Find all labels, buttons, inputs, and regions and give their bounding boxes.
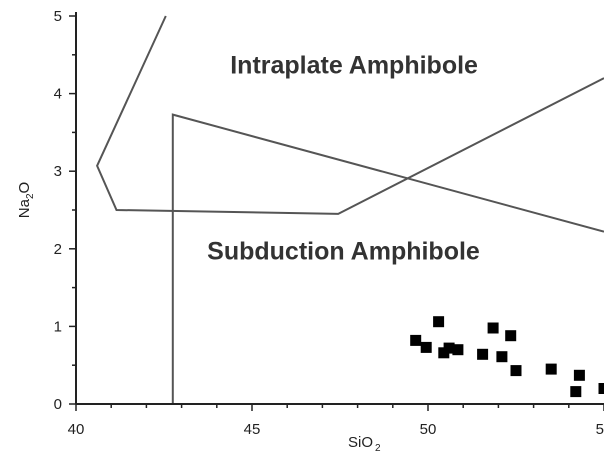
y-tick-label: 2 <box>54 241 62 258</box>
x-axis-label: SiO 2 <box>348 434 381 454</box>
data-point <box>452 344 464 356</box>
data-point <box>505 330 517 342</box>
y-tick-label: 0 <box>54 396 62 413</box>
data-point <box>573 369 585 381</box>
data-point <box>487 322 499 334</box>
y-axis-label: Na2O <box>16 182 36 218</box>
data-point <box>496 351 508 363</box>
y-tick-label: 4 <box>54 86 62 103</box>
data-point <box>443 342 455 354</box>
x-tick-label: 50 <box>420 421 437 438</box>
data-point <box>570 386 582 398</box>
x-tick-label: 55 <box>596 421 604 438</box>
x-tick-label: 40 <box>68 421 85 438</box>
data-point <box>477 348 489 360</box>
data-point <box>410 334 422 346</box>
data-point <box>598 383 604 394</box>
field-labels: Intraplate Amphibole Subduction Amphibole <box>207 51 480 265</box>
field-label-2: Subduction Amphibole <box>207 238 480 266</box>
field-boundaries <box>96 15 604 404</box>
data-point <box>545 363 557 375</box>
axes: 01234540455055SiO2Na2O <box>16 8 604 454</box>
data-point <box>420 341 432 353</box>
y-tick-label: 5 <box>54 8 62 25</box>
data-point <box>510 365 522 377</box>
field-label-1: Intraplate Amphibole <box>230 51 478 79</box>
boundary-line-2 <box>171 113 604 404</box>
y-tick-label: 1 <box>54 318 62 335</box>
data-point <box>433 316 445 328</box>
boundary-line-1 <box>96 15 604 215</box>
y-tick-label: 3 <box>54 163 62 180</box>
data-points <box>410 316 604 398</box>
x-tick-label: 45 <box>244 421 261 438</box>
